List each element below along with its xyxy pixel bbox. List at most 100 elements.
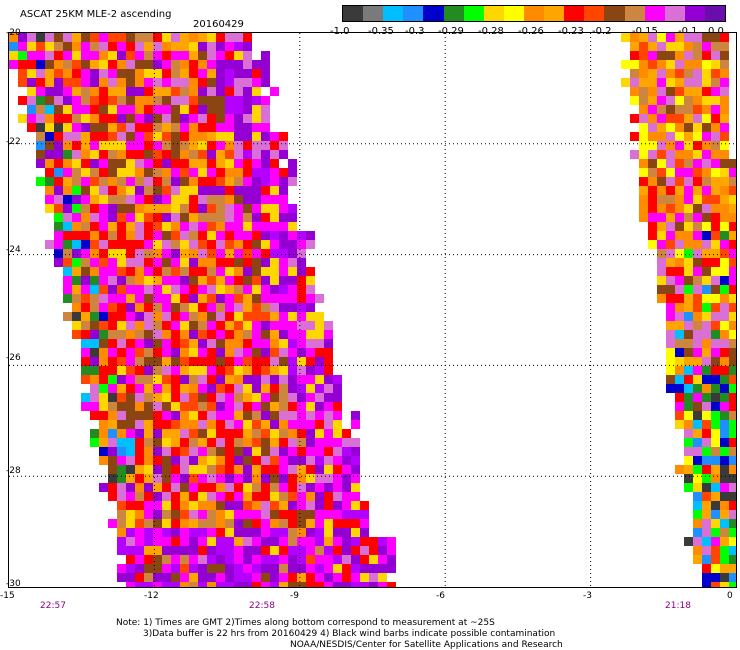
swath-cell xyxy=(45,204,54,213)
swath-cell xyxy=(225,141,234,150)
swath-cell xyxy=(126,519,135,528)
swath-cell xyxy=(135,357,144,366)
swath-cell xyxy=(279,141,288,150)
swath-cell xyxy=(18,78,27,87)
swath-cell xyxy=(180,150,189,159)
swath-cell xyxy=(108,204,117,213)
swath-cell xyxy=(639,141,648,150)
colorbar-swatch xyxy=(604,6,625,21)
swath-cell xyxy=(279,330,288,339)
swath-cell xyxy=(639,213,648,222)
swath-cell xyxy=(297,582,306,587)
swath-cell xyxy=(693,366,702,375)
swath-cell xyxy=(90,330,99,339)
swath-cell xyxy=(189,276,198,285)
swath-cell xyxy=(351,546,360,555)
swath-cell xyxy=(144,87,153,96)
swath-cell xyxy=(729,321,736,330)
swath-cell xyxy=(135,402,144,411)
swath-cell xyxy=(297,393,306,402)
swath-cell xyxy=(153,519,162,528)
swath-cell xyxy=(270,375,279,384)
swath-cell xyxy=(693,213,702,222)
swath-cell xyxy=(207,312,216,321)
swath-cell xyxy=(333,501,342,510)
swath-cell xyxy=(648,141,657,150)
swath-cell xyxy=(639,33,648,42)
swath-cell xyxy=(720,60,729,69)
swath-cell xyxy=(279,438,288,447)
swath-cell xyxy=(189,537,198,546)
swath-cell xyxy=(54,87,63,96)
swath-cell xyxy=(324,393,333,402)
swath-cell xyxy=(270,411,279,420)
swath-cell xyxy=(720,492,729,501)
swath-cell xyxy=(108,249,117,258)
swath-cell xyxy=(36,96,45,105)
swath-cell xyxy=(162,501,171,510)
swath-cell xyxy=(99,231,108,240)
swath-cell xyxy=(702,456,711,465)
swath-cell xyxy=(261,78,270,87)
swath-cell xyxy=(99,402,108,411)
swath-cell xyxy=(711,420,720,429)
swath-cell xyxy=(243,375,252,384)
swath-cell xyxy=(693,456,702,465)
swath-cell xyxy=(225,105,234,114)
swath-cell xyxy=(171,348,180,357)
swath-cell xyxy=(297,267,306,276)
swath-cell xyxy=(171,51,180,60)
swath-cell xyxy=(171,474,180,483)
swath-cell xyxy=(153,348,162,357)
swath-cell xyxy=(180,465,189,474)
swath-cell xyxy=(333,429,342,438)
swath-cell xyxy=(198,339,207,348)
colorbar-ticks: -1.0 -0.35 -0.3 -0.29 -0.28 -0.26 -0.23 -0.2 -0.… xyxy=(320,26,740,38)
swath-cell xyxy=(153,186,162,195)
swath-cell xyxy=(279,564,288,573)
swath-cell xyxy=(693,204,702,213)
swath-cell xyxy=(81,339,90,348)
swath-cell xyxy=(63,42,72,51)
swath-cell xyxy=(99,348,108,357)
swath-cell xyxy=(207,393,216,402)
colorbar-tick-label: -0.28 xyxy=(478,26,504,37)
swath-cell xyxy=(324,339,333,348)
swath-cell xyxy=(666,348,675,357)
swath-cell xyxy=(279,384,288,393)
swath-cell xyxy=(72,222,81,231)
swath-cell xyxy=(153,330,162,339)
swath-cell xyxy=(126,78,135,87)
swath-cell xyxy=(189,87,198,96)
swath-cell xyxy=(639,159,648,168)
swath-cell xyxy=(198,573,207,582)
swath-cell xyxy=(684,141,693,150)
swath-cell xyxy=(279,285,288,294)
swath-cell xyxy=(153,447,162,456)
swath-cell xyxy=(684,537,693,546)
swath-cell xyxy=(207,276,216,285)
swath-cell xyxy=(279,528,288,537)
swath-cell xyxy=(144,537,153,546)
swath-cell xyxy=(225,555,234,564)
swath-cell xyxy=(189,510,198,519)
swath-cell xyxy=(162,141,171,150)
swath-cell xyxy=(279,510,288,519)
swath-cell xyxy=(117,60,126,69)
swath-cell xyxy=(657,222,666,231)
swath-cell xyxy=(279,204,288,213)
swath-cell xyxy=(144,60,153,69)
swath-cell xyxy=(198,456,207,465)
swath-cell xyxy=(135,168,144,177)
swath-cell xyxy=(54,42,63,51)
swath-cell xyxy=(135,69,144,78)
swath-cell xyxy=(144,546,153,555)
swath-cell xyxy=(216,555,225,564)
swath-cell xyxy=(252,429,261,438)
swath-cell xyxy=(90,393,99,402)
swath-cell xyxy=(666,150,675,159)
x-axis-label: -9 xyxy=(290,591,299,601)
swath-cell xyxy=(270,150,279,159)
colorbar-tick-label: -0.35 xyxy=(368,26,394,37)
swath-cell xyxy=(126,348,135,357)
